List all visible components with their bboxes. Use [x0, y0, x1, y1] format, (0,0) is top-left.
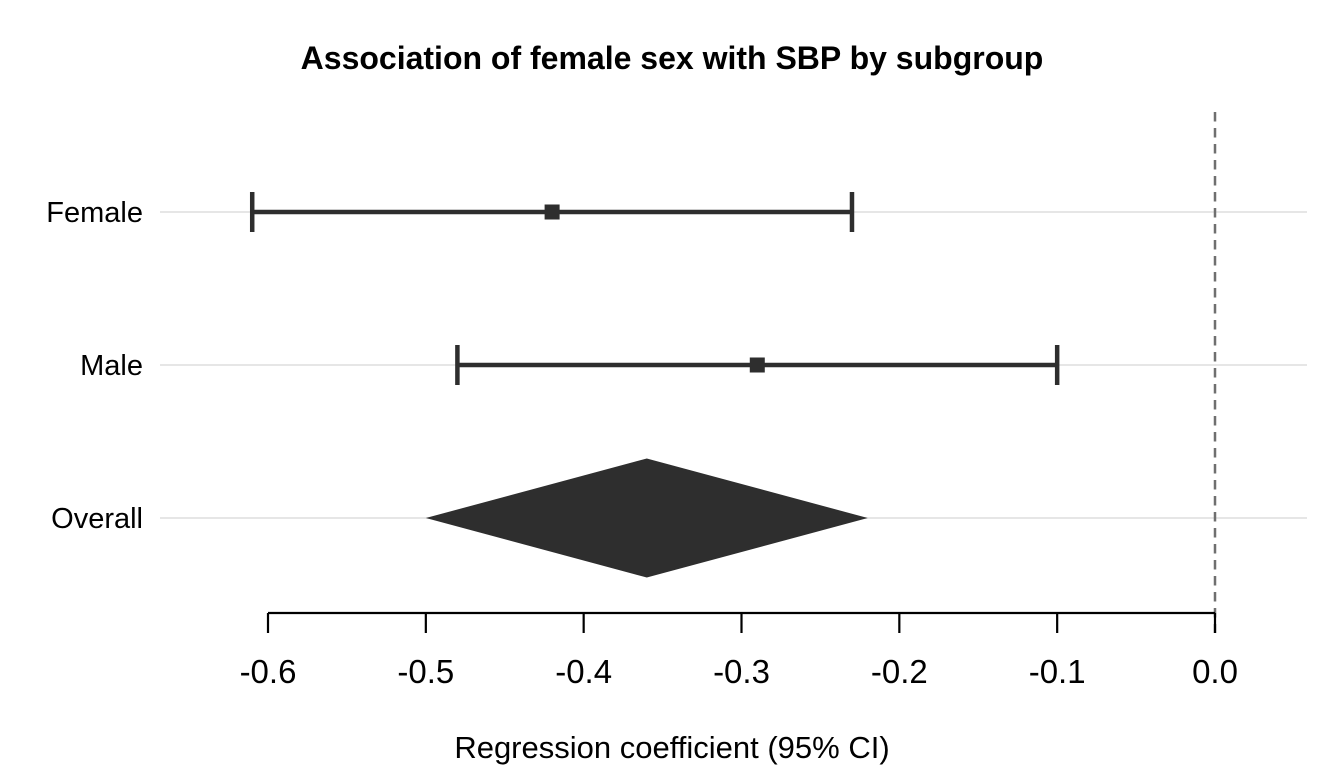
x-axis-tick-label: -0.4 — [555, 653, 612, 690]
chart-title: Association of female sex with SBP by su… — [300, 40, 1044, 76]
point-estimate-marker — [749, 357, 765, 373]
row-label: Overall — [51, 503, 143, 535]
x-axis-tick-label: -0.3 — [713, 653, 770, 690]
x-axis-tick-label: -0.1 — [1029, 653, 1086, 690]
x-axis-tick-label: -0.6 — [240, 653, 297, 690]
point-estimate-marker — [544, 204, 560, 220]
row-label: Female — [46, 197, 143, 229]
summary-diamond — [425, 458, 868, 578]
x-axis-tick-label: -0.2 — [871, 653, 928, 690]
row-label: Male — [80, 350, 143, 382]
x-axis-label: Regression coefficient (95% CI) — [454, 730, 890, 765]
x-axis-tick-label: -0.5 — [397, 653, 454, 690]
x-axis-tick-label: 0.0 — [1192, 653, 1238, 690]
